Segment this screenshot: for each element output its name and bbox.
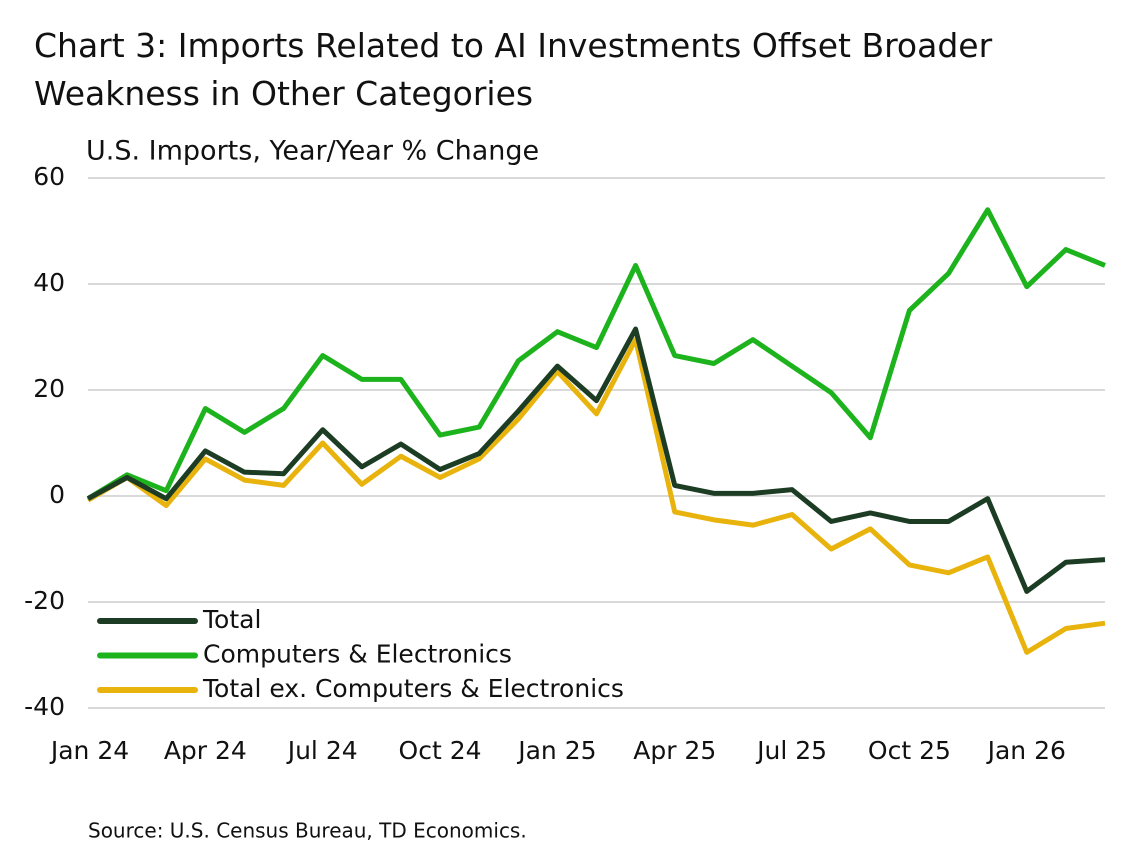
y-tick-label: 20 <box>33 374 65 403</box>
legend-label: Computers & Electronics <box>203 640 512 669</box>
series-line <box>86 337 1106 655</box>
x-tick-label: Jul 25 <box>755 736 827 765</box>
y-tick-label: 40 <box>33 268 65 297</box>
x-tick-label: Jul 24 <box>286 736 358 765</box>
legend-label: Total ex. Computers & Electronics <box>202 674 624 703</box>
x-tick-label: Apr 24 <box>164 736 247 765</box>
y-tick-label: 60 <box>33 162 65 191</box>
legend-label: Total <box>202 605 261 634</box>
chart-subtitle: U.S. Imports, Year/Year % Change <box>86 136 539 167</box>
chart-title: Chart 3: Imports Related to AI Investmen… <box>34 26 993 113</box>
x-tick-label: Oct 24 <box>399 736 482 765</box>
x-tick-label: Jan 25 <box>516 736 596 765</box>
source: Source: U.S. Census Bureau, TD Economics… <box>88 819 527 843</box>
y-tick-label: 0 <box>49 480 65 509</box>
series-line <box>86 326 1106 594</box>
series-line <box>86 207 1106 501</box>
y-tick-label: -40 <box>24 692 65 721</box>
x-tick-label: Jan 26 <box>986 736 1066 765</box>
x-tick-label: Apr 25 <box>633 736 716 765</box>
y-tick-label: -20 <box>24 586 65 615</box>
x-tick-label: Jan 24 <box>49 736 129 765</box>
x-tick-label: Oct 25 <box>868 736 951 765</box>
